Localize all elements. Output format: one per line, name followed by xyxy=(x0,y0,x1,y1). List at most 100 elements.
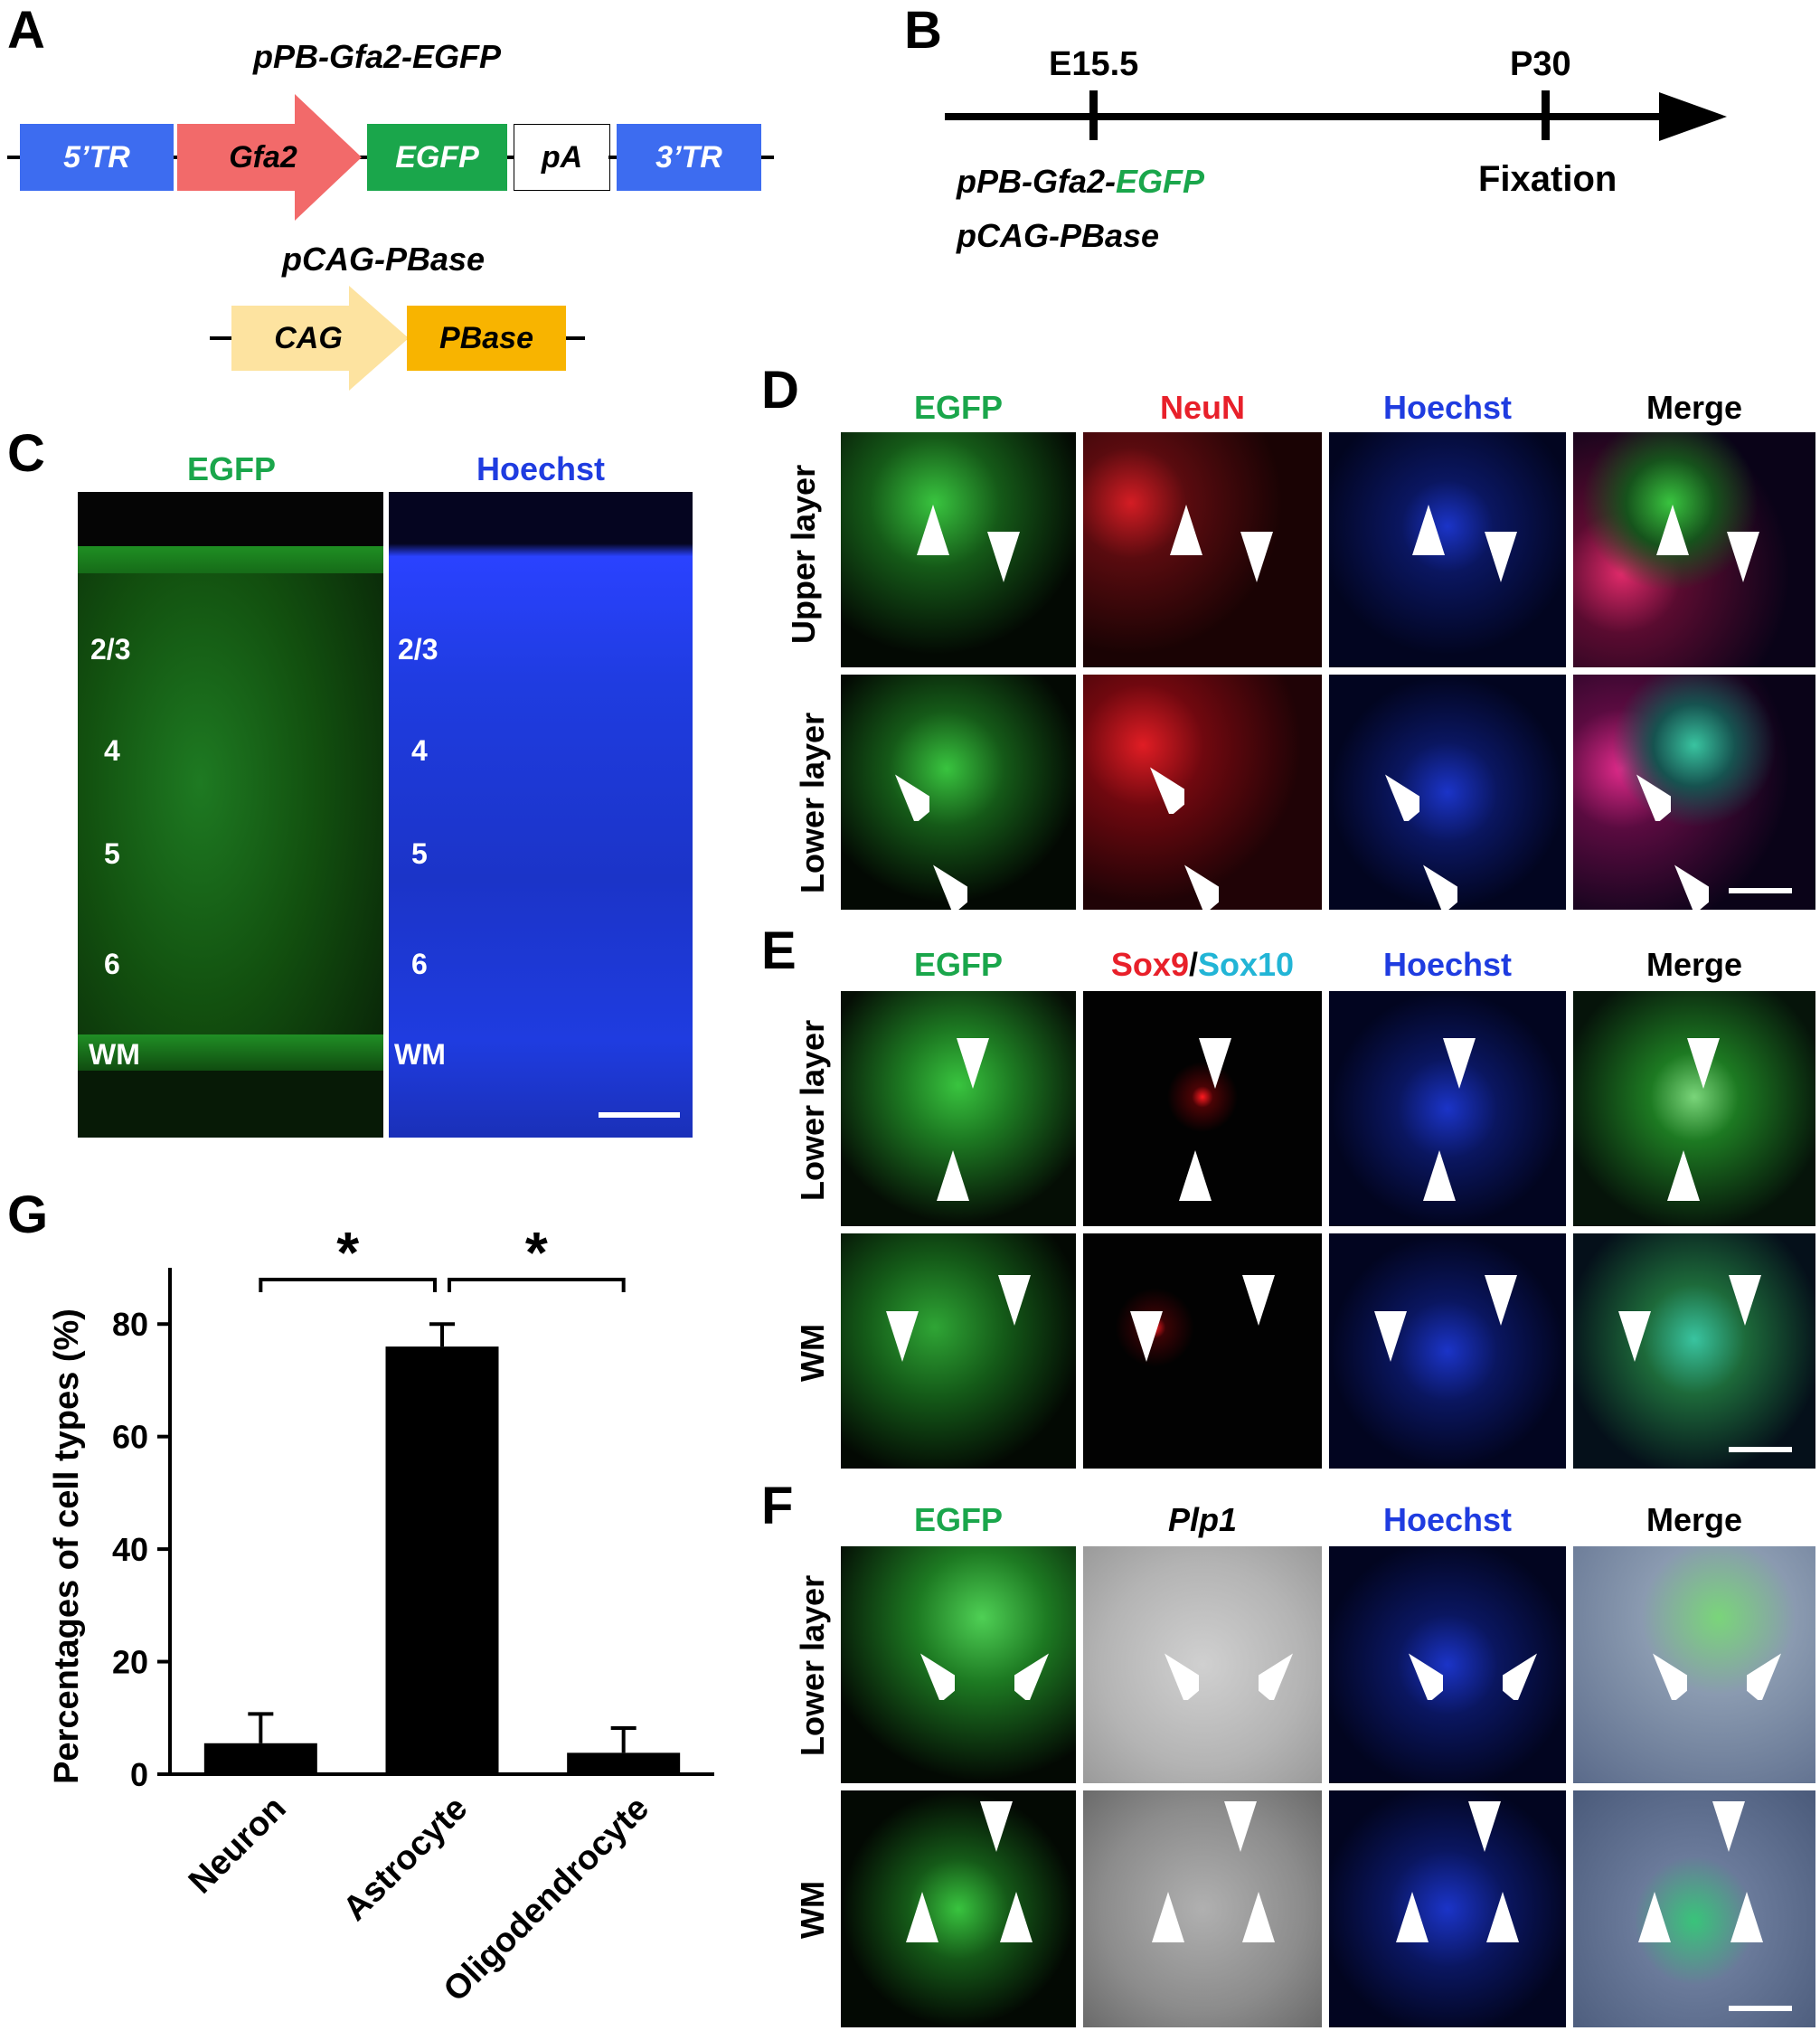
arrowhead-marker xyxy=(1656,505,1689,555)
arrowhead-marker xyxy=(1259,1653,1293,1700)
sig-bracket xyxy=(448,1278,626,1292)
panelc-egfp-layer-wm: WM xyxy=(89,1038,140,1071)
arrowhead-marker xyxy=(1409,1653,1443,1700)
arrowhead-marker xyxy=(1242,1892,1275,1942)
arrowhead-marker xyxy=(1179,1150,1212,1201)
panele-header-egfp: EGFP xyxy=(913,946,1003,983)
arrowhead-marker xyxy=(987,532,1020,582)
x-tick-label-oligodendrocyte: Oligodendrocyte xyxy=(437,1790,656,2009)
paneld-lower-egfp-image xyxy=(841,675,1076,910)
panelf-wm-egfp-image xyxy=(841,1790,1076,2027)
timeline-plasmid1: pPB-Gfa2-EGFP xyxy=(957,163,1205,200)
panele-wm-hoechst-image xyxy=(1329,1233,1566,1469)
panelf-header-hoechst: Hoechst xyxy=(1382,1501,1513,1538)
panel-label-e: E xyxy=(761,921,797,980)
bar-astrocyte xyxy=(385,1346,499,1774)
sig-star: * xyxy=(336,1220,359,1285)
panel-label-a: A xyxy=(7,1,45,60)
timeline-axis xyxy=(945,90,1727,141)
arrowhead-marker xyxy=(917,505,949,555)
y-tick-label: 20 xyxy=(112,1644,148,1681)
x-tick-label-neuron: Neuron xyxy=(182,1790,294,1902)
segment-cag: CAG xyxy=(274,320,343,355)
y-ticks: 0 20 40 60 80 xyxy=(112,1306,170,1793)
arrowhead-marker xyxy=(957,1038,989,1089)
bar-oligodendrocyte xyxy=(567,1752,681,1774)
arrowhead-marker xyxy=(1224,1801,1257,1852)
arrowhead-marker xyxy=(1636,774,1671,821)
paneld-header-neun: NeuN xyxy=(1159,389,1245,426)
arrowhead-marker xyxy=(1503,1653,1537,1700)
bar-neuron xyxy=(203,1743,317,1774)
panel-label-d: D xyxy=(761,361,799,420)
arrowhead-marker xyxy=(1374,1311,1407,1362)
panelf-row-lower: Lower layer xyxy=(794,1574,831,1756)
arrowhead-marker xyxy=(1423,864,1457,912)
panelf-wm-merge-image xyxy=(1573,1790,1815,2027)
paneld-lower-merge-image xyxy=(1573,675,1815,910)
arrowhead-marker xyxy=(1730,1892,1763,1942)
panelf-scalebar xyxy=(1729,2006,1792,2011)
panelc-hoechst-layer-6: 6 xyxy=(411,948,428,980)
panelf-row-wm: WM xyxy=(794,1881,831,1939)
y-tick-label: 0 xyxy=(130,1756,148,1793)
segment-cag-arrow xyxy=(231,286,409,391)
panelc-hoechst-layer-wm: WM xyxy=(394,1038,446,1071)
timeline-plasmid2: pCAG-PBase xyxy=(957,217,1160,254)
panele-row-wm: WM xyxy=(794,1324,831,1382)
arrowhead-marker xyxy=(895,774,929,821)
arrowhead-marker xyxy=(998,1275,1031,1326)
y-tick-label: 80 xyxy=(112,1306,148,1343)
sig-bracket xyxy=(259,1278,437,1292)
arrowhead-marker xyxy=(933,864,967,912)
panelc-scalebar xyxy=(599,1112,680,1118)
panele-wm-merge-image xyxy=(1573,1233,1815,1469)
bars xyxy=(203,1346,681,1774)
arrowhead-marker xyxy=(1385,774,1419,821)
y-axis-label: Percentages of cell types (%) xyxy=(48,1308,86,1784)
arrowhead-marker xyxy=(1199,1038,1231,1089)
arrowhead-marker xyxy=(1468,1801,1501,1852)
construct1-title: pPB-Gfa2-EGFP xyxy=(253,38,502,75)
arrowhead-marker xyxy=(906,1892,938,1942)
segment-5tr: 5’TR xyxy=(20,124,174,191)
arrowhead-marker xyxy=(886,1311,919,1362)
panele-header-merge: Merge xyxy=(1646,946,1743,983)
paneld-lower-hoechst-image xyxy=(1329,675,1566,910)
arrowhead-marker xyxy=(1423,1150,1456,1201)
panelf-wm-plp1-image xyxy=(1083,1790,1322,2027)
panele-header-hoechst: Hoechst xyxy=(1382,946,1513,983)
arrowhead-marker xyxy=(1653,1653,1687,1700)
arrowhead-marker xyxy=(1443,1038,1476,1089)
arrowhead-marker xyxy=(1150,767,1184,814)
panelf-header-plp1: Plp1 xyxy=(1167,1501,1238,1538)
arrowhead-marker xyxy=(1240,532,1273,582)
panelc-egfp-layer-23: 2/3 xyxy=(90,633,131,666)
panele-header-sox: Sox9/Sox10 xyxy=(1110,946,1295,983)
paneld-upper-neun-image xyxy=(1083,432,1322,667)
arrowhead-marker xyxy=(1485,532,1517,582)
segment-pa: pA xyxy=(514,124,610,191)
y-tick-label: 40 xyxy=(112,1531,148,1568)
paneld-upper-hoechst-image xyxy=(1329,432,1566,667)
panelf-wm-hoechst-image xyxy=(1329,1790,1566,2027)
paneld-upper-egfp-image xyxy=(841,432,1076,667)
panelc-hoechst-layer-23: 2/3 xyxy=(398,633,438,666)
paneld-row-lower: Lower layer xyxy=(794,712,831,893)
arrowhead-marker xyxy=(1152,1892,1184,1942)
panele-wm-egfp-image xyxy=(841,1233,1076,1469)
paneld-upper-merge-image xyxy=(1573,432,1815,667)
panele-row-lower: Lower layer xyxy=(794,1019,831,1201)
arrowhead-marker xyxy=(1712,1801,1745,1852)
arrowhead-marker xyxy=(1165,1653,1199,1700)
paneld-lower-neun-image xyxy=(1083,675,1322,910)
sig-star: * xyxy=(525,1220,548,1285)
paneld-header-egfp: EGFP xyxy=(913,389,1003,426)
error-bars xyxy=(248,1322,637,1753)
arrowhead-marker xyxy=(1747,1653,1781,1700)
arrowhead-marker xyxy=(1130,1311,1163,1362)
arrowhead-marker xyxy=(1674,864,1709,912)
arrowhead-marker xyxy=(1687,1038,1720,1089)
bar-chart: Percentages of cell types (%) 020406080 … xyxy=(48,1220,714,2009)
arrowhead-marker xyxy=(1000,1892,1033,1942)
